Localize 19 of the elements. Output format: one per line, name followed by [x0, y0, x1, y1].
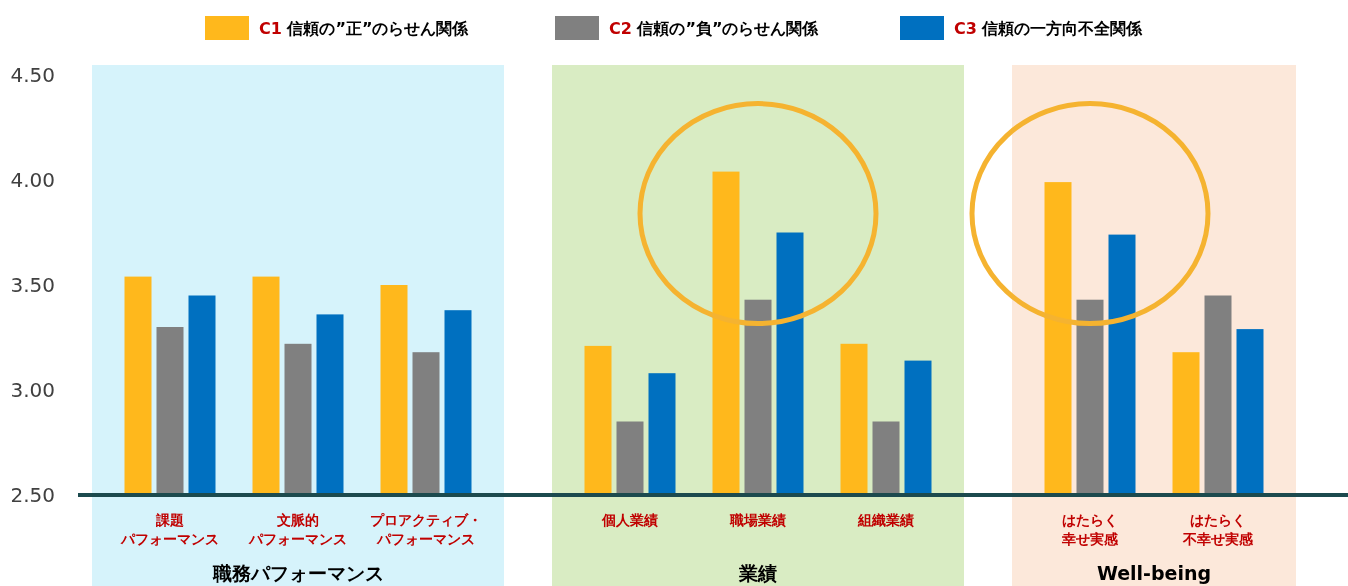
x-tick-label: はたらく不幸せ実感	[1182, 512, 1254, 547]
band-label: 職務パフォーマンス	[211, 562, 384, 584]
y-tick-label: 4.00	[10, 168, 55, 192]
y-tick-label: 2.50	[10, 483, 55, 507]
x-tick-label: 組織業績	[857, 512, 914, 528]
y-tick-label: 4.50	[10, 63, 55, 87]
x-tick-label: 個人業績	[601, 512, 658, 528]
y-tick-label: 3.50	[10, 273, 55, 297]
x-tick-label: プロアクティブ・パフォーマンス	[370, 512, 482, 547]
band-label: 業績	[738, 562, 777, 584]
legend-label: C1 信頼の”正”のらせん関係	[259, 19, 470, 38]
x-tick-label: 文脈的パフォーマンス	[248, 512, 347, 547]
x-tick-label: 課題パフォーマンス	[120, 512, 219, 547]
y-tick-label: 3.00	[10, 378, 55, 402]
legend-label: C2 信頼の”負”のらせん関係	[609, 19, 820, 38]
legend-label: C3 信頼の一方向不全関係	[954, 19, 1144, 38]
band-label: Well-being	[1096, 562, 1212, 584]
x-tick-label: はたらく幸せ実感	[1061, 512, 1119, 547]
x-tick-label: 職場業績	[729, 512, 786, 528]
